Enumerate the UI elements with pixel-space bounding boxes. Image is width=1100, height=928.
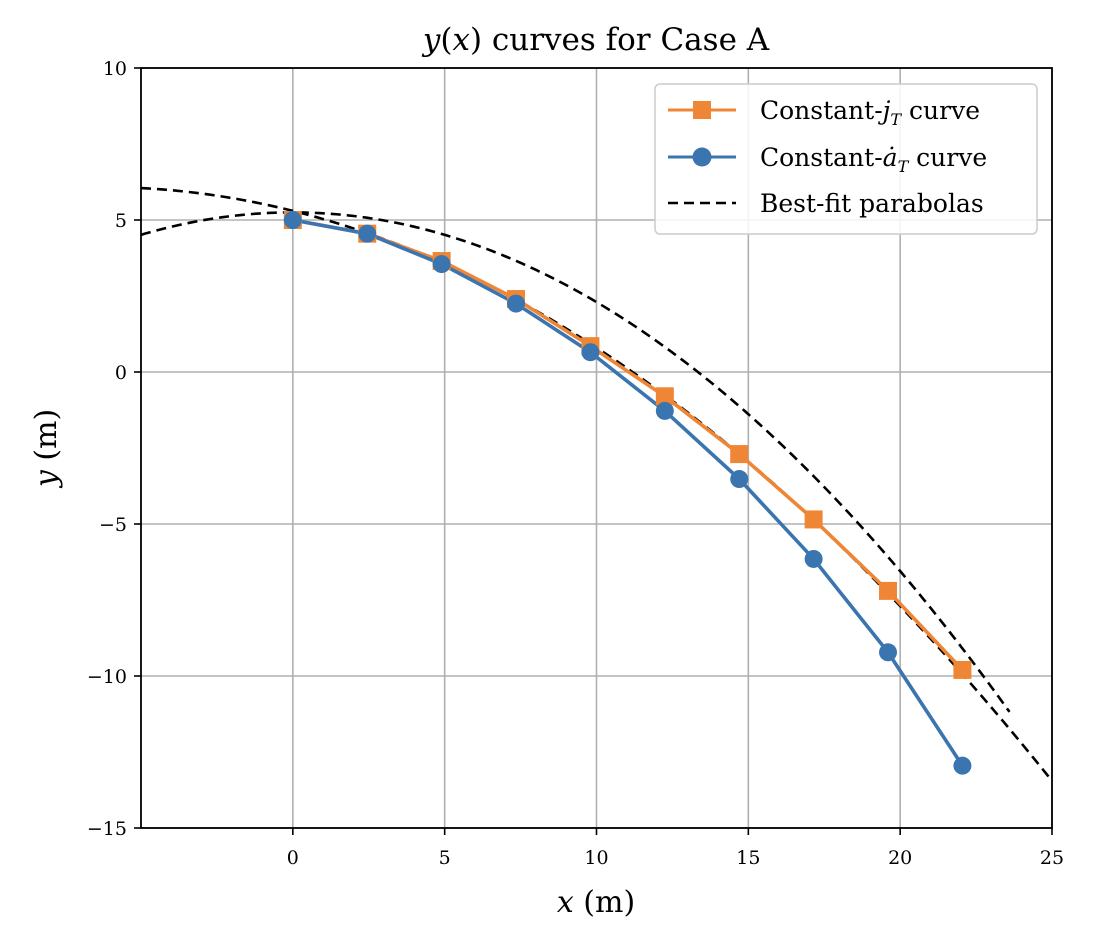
y-tick-label: 0 bbox=[115, 362, 127, 384]
x-tick-label: 15 bbox=[736, 847, 760, 869]
data-point-at bbox=[879, 643, 898, 662]
x-tick-label: 5 bbox=[439, 847, 451, 869]
legend-label-fit: Best-fit parabolas bbox=[760, 189, 984, 218]
data-point-jt bbox=[655, 387, 674, 406]
y-tick-label: −10 bbox=[87, 666, 127, 688]
data-point-at bbox=[581, 343, 600, 362]
series-line-at bbox=[292, 218, 964, 767]
x-tick-label: 20 bbox=[888, 847, 912, 869]
x-axis-ticks: 0 5 10 15 20 25 bbox=[287, 828, 1064, 869]
legend-label-at: Constant-ȧT curve bbox=[760, 143, 987, 176]
y-tick-label: 5 bbox=[115, 210, 127, 232]
series-markers bbox=[283, 211, 972, 775]
y-axis-label: y (m) bbox=[29, 409, 64, 489]
data-point-at bbox=[655, 401, 674, 420]
data-point-at bbox=[804, 549, 823, 568]
series-lines bbox=[292, 218, 964, 767]
data-point-at bbox=[432, 255, 451, 274]
x-tick-label: 0 bbox=[287, 847, 299, 869]
legend-marker-circle bbox=[692, 147, 712, 167]
chart-title: y(x) curves for Case A bbox=[421, 22, 770, 58]
data-point-jt bbox=[730, 445, 749, 464]
legend: Constant-jT curve Constant-ȧT curve Best… bbox=[654, 83, 1038, 235]
y-tick-label: −5 bbox=[99, 514, 127, 536]
legend-label-jt: Constant-jT curve bbox=[760, 96, 980, 129]
legend-marker-square bbox=[693, 101, 711, 119]
x-axis-label: x (m) bbox=[557, 885, 635, 920]
data-point-at bbox=[730, 470, 749, 489]
data-point-jt bbox=[804, 510, 823, 529]
data-point-at bbox=[358, 224, 377, 243]
x-tick-label: 25 bbox=[1040, 847, 1064, 869]
data-point-at bbox=[953, 756, 972, 775]
data-point-jt bbox=[953, 660, 972, 679]
y-tick-label: −15 bbox=[87, 818, 127, 840]
data-point-at bbox=[507, 294, 526, 313]
legend-frame bbox=[654, 83, 1038, 235]
data-point-at bbox=[283, 211, 302, 229]
y-axis-ticks: −15 −10 −5 0 5 10 bbox=[87, 58, 141, 840]
data-point-jt bbox=[879, 581, 898, 600]
y-tick-label: 10 bbox=[103, 58, 127, 80]
x-tick-label: 10 bbox=[584, 847, 608, 869]
